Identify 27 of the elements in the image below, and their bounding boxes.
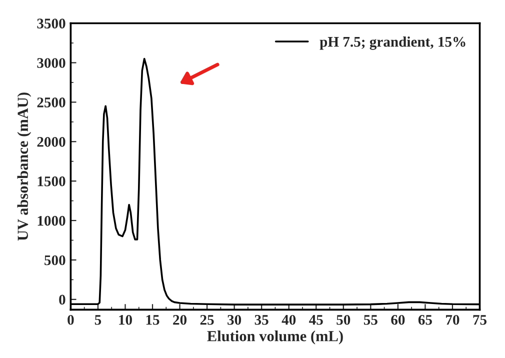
y-axis-title: UV absorbance (mAU) bbox=[17, 92, 32, 241]
y-tick-label: 1000 bbox=[38, 216, 66, 226]
y-tick-label: 1500 bbox=[38, 176, 66, 186]
x-tick-label: 0 bbox=[68, 314, 74, 325]
y-tick-label: 3000 bbox=[37, 58, 66, 68]
y-tick-label: 0 bbox=[59, 294, 66, 305]
x-tick-label: 40 bbox=[282, 314, 296, 325]
x-tick-label: 55 bbox=[364, 315, 378, 325]
x-axis-title: Elution volume (mL) bbox=[207, 330, 343, 344]
y-tick-label: 2500 bbox=[37, 98, 66, 108]
x-tick-label: 70 bbox=[446, 314, 460, 325]
x-tick-label: 50 bbox=[336, 314, 350, 325]
x-tick-label: 75 bbox=[473, 315, 487, 325]
x-tick-label: 35 bbox=[254, 314, 268, 325]
y-tick-label: 500 bbox=[44, 255, 66, 266]
legend-label: pH 7.5; grandient, 15% bbox=[320, 36, 466, 50]
x-tick-label: 45 bbox=[309, 315, 323, 325]
x-tick-label: 15 bbox=[146, 315, 160, 325]
x-tick-label: 10 bbox=[119, 314, 132, 325]
y-tick-label: 3500 bbox=[37, 18, 66, 28]
x-tick-label: 5 bbox=[94, 315, 102, 325]
x-tick-label: 60 bbox=[391, 314, 405, 325]
x-tick-label: 20 bbox=[173, 314, 187, 325]
y-tick-label: 2000 bbox=[37, 136, 66, 147]
x-tick-label: 30 bbox=[228, 314, 242, 325]
x-tick-label: 65 bbox=[418, 314, 432, 325]
x-tick-label: 25 bbox=[200, 314, 214, 325]
